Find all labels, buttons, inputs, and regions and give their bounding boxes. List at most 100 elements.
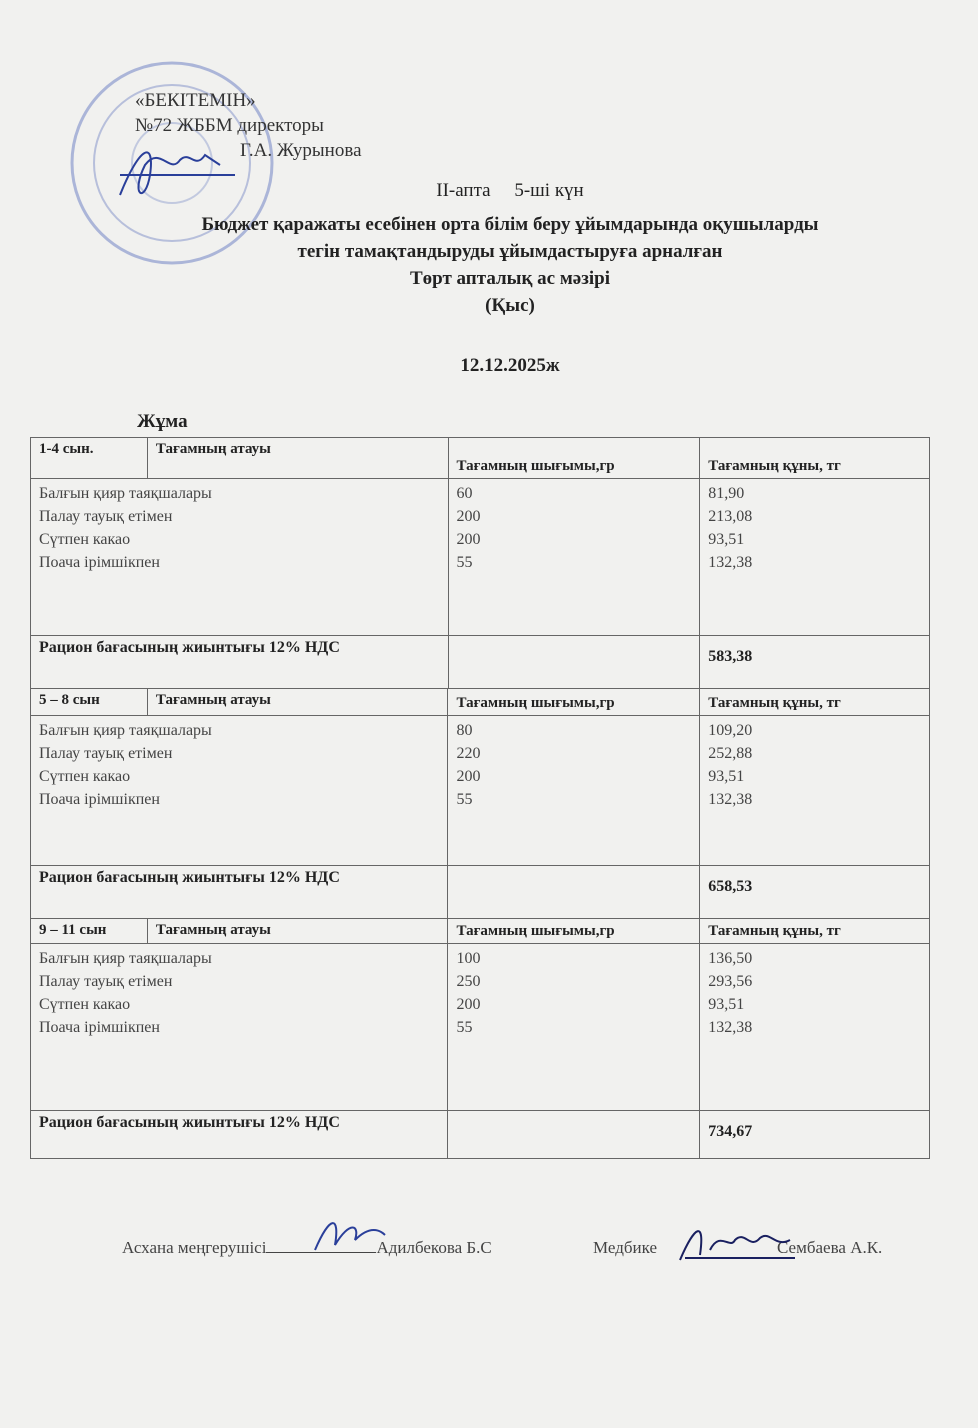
total-label: Рацион бағасының жиынтығы 12% НДС <box>29 1110 449 1159</box>
yield-header: Тағамның шығымы,гр <box>447 918 701 944</box>
dish-names: Балғын қияр таяқшалары Палау тауық етімен… <box>29 943 449 1111</box>
approval-position: №72 ЖББМ директоры <box>135 115 324 136</box>
total-value: 734,67 <box>699 1110 930 1159</box>
week-label: ІІ-апта <box>436 180 491 201</box>
yield-header: Тағамның шығымы,гр <box>447 437 701 479</box>
item-price: 213,08 <box>708 508 753 525</box>
dish-prices: 81,90 213,08 93,51 132,38 <box>699 478 930 636</box>
item-price: 136,50 <box>708 950 753 967</box>
table-header: 5 – 8 сын Тағамның атауы Тағамның шығымы… <box>30 688 930 716</box>
item-name: Балғын қияр таяқшалары <box>39 950 212 967</box>
cook-role: Асхана меңгерушісі <box>122 1238 267 1257</box>
empty-cell <box>447 865 701 919</box>
price-header: Тағамның құны, тг <box>699 918 930 944</box>
item-yield: 200 <box>456 768 481 785</box>
week-day: ІІ-апта 5-ші күн <box>0 180 978 202</box>
empty-cell <box>447 1110 701 1159</box>
name-header: Тағамның атауы <box>146 918 449 944</box>
item-name: Поача ірімшікпен <box>39 554 160 571</box>
dish-names: Балғын қияр таяқшалары Палау тауық етімен… <box>29 715 449 866</box>
cook-name: Адилбекова Б.С <box>376 1238 492 1257</box>
total-label: Рацион бағасының жиынтығы 12% НДС <box>29 865 449 919</box>
season: (Қыс) <box>485 295 535 316</box>
item-name: Балғын қияр таяқшалары <box>39 485 212 502</box>
empty-cell <box>447 635 701 689</box>
approval-title: «БЕКІТЕМІН» <box>135 90 256 111</box>
approval-block: «БЕКІТЕМІН» №72 ЖББМ директоры Г.А. Журы… <box>135 88 362 163</box>
grade-cell: 1-4 сын. <box>30 437 148 479</box>
item-yield: 250 <box>456 973 481 990</box>
dish-yields: 80 220 200 55 <box>447 715 701 866</box>
table-header: 9 – 11 сын Тағамның атауы Тағамның шығым… <box>30 918 930 944</box>
day-label: 5-ші күн <box>514 180 584 201</box>
item-price: 132,38 <box>708 1019 753 1036</box>
name-header: Тағамның атауы <box>146 437 449 479</box>
official-stamp <box>70 61 274 265</box>
price-header: Тағамның құны, тг <box>699 688 930 716</box>
item-price: 93,51 <box>708 768 745 785</box>
item-name: Сүтпен какао <box>39 768 131 785</box>
item-name: Палау тауық етімен <box>39 745 173 762</box>
menu-table: 1-4 сын. Тағамның атауы Тағамның шығымы,… <box>30 437 930 689</box>
title-line-2: тегін тамақтандыруды ұйымдастыруға арнал… <box>297 241 723 262</box>
date: 12.12.2025ж <box>460 355 560 376</box>
table-row: Балғын қияр таяқшалары Палау тауық етімен… <box>29 715 930 866</box>
item-name: Сүтпен какао <box>39 531 131 548</box>
total-row: Рацион бағасының жиынтығы 12% НДС 583,38 <box>30 635 930 689</box>
total-value: 658,53 <box>699 865 930 919</box>
item-name: Балғын қияр таяқшалары <box>39 722 212 739</box>
dish-yields: 60 200 200 55 <box>447 478 701 636</box>
item-name: Поача ірімшікпен <box>39 791 160 808</box>
price-header: Тағамның құны, тг <box>699 437 930 479</box>
menu-table: 5 – 8 сын Тағамның атауы Тағамның шығымы… <box>29 688 930 919</box>
item-name: Сүтпен какао <box>39 996 131 1013</box>
nurse-signature <box>679 1230 795 1261</box>
grade-cell: 5 – 8 сын <box>30 688 148 716</box>
table-header: 1-4 сын. Тағамның атауы Тағамның шығымы,… <box>30 437 930 479</box>
cook-signature <box>314 1222 386 1251</box>
item-name: Палау тауық етімен <box>39 508 173 525</box>
item-price: 109,20 <box>708 722 753 739</box>
director-signature <box>119 151 235 196</box>
approval-name: Г.А. Журынова <box>240 140 362 161</box>
nurse-name: Сембаева А.К. <box>777 1238 883 1257</box>
item-yield: 220 <box>456 745 481 762</box>
table-row: Балғын қияр таяқшалары Палау тауық етімен… <box>29 943 930 1111</box>
total-row: Рацион бағасының жиынтығы 12% НДС 734,67 <box>29 1110 930 1159</box>
item-yield: 55 <box>456 1019 473 1036</box>
item-yield: 55 <box>456 791 473 808</box>
item-price: 93,51 <box>708 531 745 548</box>
nurse-role: Медбике <box>593 1238 657 1257</box>
item-name: Палау тауық етімен <box>39 973 173 990</box>
table-row: Балғын қияр таяқшалары Палау тауық етімен… <box>30 478 930 636</box>
total-value: 583,38 <box>699 635 930 689</box>
title-line-3: Төрт апталық ас мәзірі <box>409 268 610 289</box>
item-yield: 55 <box>456 554 473 571</box>
item-yield: 200 <box>456 508 481 525</box>
item-price: 132,38 <box>708 791 753 808</box>
item-yield: 100 <box>456 950 481 967</box>
dish-yields: 100 250 200 55 <box>447 943 701 1111</box>
dish-names: Балғын қияр таяқшалары Палау тауық етімен… <box>30 478 449 636</box>
item-yield: 60 <box>456 485 473 502</box>
item-yield: 80 <box>456 722 473 739</box>
item-price: 252,88 <box>708 745 753 762</box>
item-price: 93,51 <box>708 996 745 1013</box>
yield-header: Тағамның шығымы,гр <box>447 688 701 716</box>
total-row: Рацион бағасының жиынтығы 12% НДС 658,53 <box>29 865 930 919</box>
menu-table: 9 – 11 сын Тағамның атауы Тағамның шығым… <box>29 918 930 1159</box>
item-yield: 200 <box>456 996 481 1013</box>
dish-prices: 136,50 293,56 93,51 132,38 <box>699 943 930 1111</box>
grade-cell: 9 – 11 сын <box>30 918 148 944</box>
dish-prices: 109,20 252,88 93,51 132,38 <box>699 715 930 866</box>
name-header: Тағамның атауы <box>146 688 449 716</box>
item-price: 81,90 <box>708 485 745 502</box>
item-yield: 200 <box>456 531 481 548</box>
footer-cook: Асхана меңгерушісі Адилбекова Б.С <box>122 1238 492 1258</box>
item-name: Поача ірімшікпен <box>39 1019 160 1036</box>
item-price: 293,56 <box>708 973 753 990</box>
item-price: 132,38 <box>708 554 753 571</box>
total-label: Рацион бағасының жиынтығы 12% НДС <box>30 635 449 689</box>
footer-nurse: Медбике Сембаева А.К. <box>593 1238 882 1258</box>
weekday: Жұма <box>137 411 188 432</box>
